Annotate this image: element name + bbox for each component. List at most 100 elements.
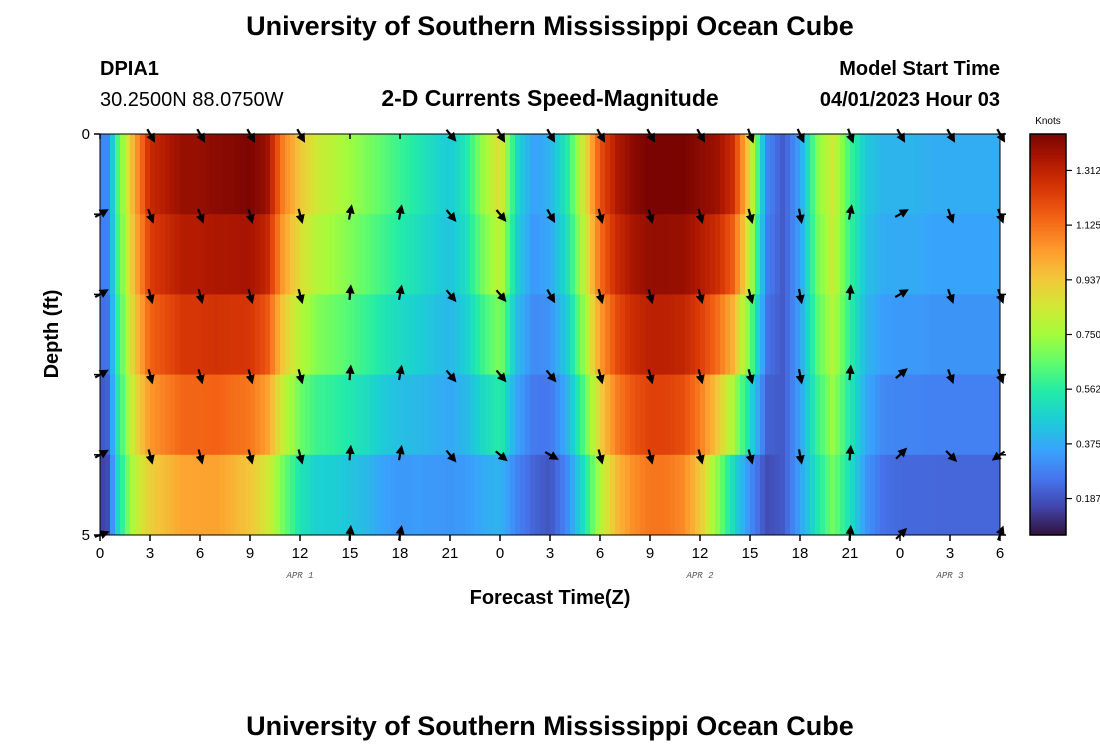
heatmap-cell xyxy=(720,294,726,375)
heatmap-cell xyxy=(665,214,671,295)
heatmap-cell xyxy=(185,454,191,536)
heatmap-cell xyxy=(565,374,571,456)
heatmap-cell xyxy=(745,134,751,215)
heatmap-cell xyxy=(200,134,206,215)
heatmap-cell xyxy=(275,374,281,456)
heatmap-cell xyxy=(770,454,776,536)
heatmap-cell xyxy=(195,214,201,295)
heatmap-cell xyxy=(305,294,311,375)
heatmap-cell xyxy=(475,454,481,536)
heatmap-cell xyxy=(665,294,671,375)
heatmap-cell xyxy=(520,454,526,536)
x-tick-label: 6 xyxy=(196,545,204,562)
heatmap-cell xyxy=(935,454,941,536)
footer-title: University of Southern Mississippi Ocean… xyxy=(246,711,854,741)
heatmap-cell xyxy=(170,214,176,295)
heatmap-cell xyxy=(830,374,836,456)
heatmap-cell xyxy=(460,134,466,215)
heatmap-cell xyxy=(820,374,826,456)
current-vector-arrow xyxy=(845,204,855,220)
heatmap-cell xyxy=(625,294,631,375)
x-tick-label: 6 xyxy=(996,545,1004,562)
heatmap-cell xyxy=(610,134,616,215)
heatmap-cell xyxy=(450,214,456,295)
heatmap-cell xyxy=(430,454,436,536)
heatmap-cell xyxy=(520,134,526,215)
heatmap-cell xyxy=(785,134,791,215)
heatmap-cell xyxy=(270,214,276,295)
current-vector-arrow xyxy=(295,449,305,465)
heatmap-cell xyxy=(375,214,381,295)
x-tick-label: 15 xyxy=(742,545,759,562)
heatmap-cell xyxy=(115,134,121,215)
heatmap-cell xyxy=(700,214,706,295)
heatmap-cell xyxy=(710,214,716,295)
heatmap-cell xyxy=(535,294,541,375)
heatmap-cell xyxy=(680,214,686,295)
heatmap-cell xyxy=(540,134,546,215)
heatmap-cell xyxy=(725,374,731,456)
heatmap-cell xyxy=(440,374,446,456)
heatmap-cell xyxy=(855,374,861,456)
chart-subtitle: 2-D Currents Speed-Magnitude xyxy=(381,85,718,111)
heatmap-cell xyxy=(470,454,476,536)
heatmap-cell xyxy=(170,294,176,375)
heatmap-cell xyxy=(190,294,196,375)
heatmap-cell xyxy=(990,134,996,215)
heatmap-cell xyxy=(875,294,881,375)
heatmap-cell xyxy=(400,454,406,536)
heatmap-cell xyxy=(220,454,226,536)
heatmap-cell xyxy=(130,454,136,536)
heatmap-cell xyxy=(725,294,731,375)
heatmap-cell xyxy=(435,134,441,215)
heatmap-cell xyxy=(490,454,496,536)
heatmap-cell xyxy=(870,134,876,215)
heatmap-cell xyxy=(525,134,531,215)
current-vector-arrow xyxy=(845,284,855,300)
heatmap-cell xyxy=(285,454,291,536)
heatmap-cell xyxy=(110,454,116,536)
heatmap-cell xyxy=(850,374,856,456)
heatmap-cell xyxy=(545,454,551,536)
heatmap-cell xyxy=(690,214,696,295)
heatmap-cell xyxy=(560,294,566,375)
heatmap-cell xyxy=(735,214,741,295)
heatmap-cell xyxy=(315,294,321,375)
heatmap-cell xyxy=(805,374,811,456)
heatmap-cell xyxy=(315,454,321,536)
heatmap-cell xyxy=(125,454,131,536)
heatmap-cell xyxy=(250,134,256,215)
heatmap-cell xyxy=(360,214,366,295)
heatmap-cell xyxy=(495,374,501,456)
heatmap-cell xyxy=(875,374,881,456)
heatmap-cell xyxy=(255,454,261,536)
heatmap-cell xyxy=(905,374,911,456)
heatmap-cell xyxy=(720,454,726,536)
x-tick-label: 18 xyxy=(392,545,409,562)
heatmap-cell xyxy=(500,374,506,456)
x-tick-label: 6 xyxy=(596,545,604,562)
heatmap-cell xyxy=(890,374,896,456)
heatmap-cell xyxy=(375,134,381,215)
heatmap-cell xyxy=(715,454,721,536)
heatmap-cell xyxy=(415,294,421,375)
heatmap-cell xyxy=(880,374,886,456)
heatmap-cell xyxy=(430,214,436,295)
heatmap-cell xyxy=(885,294,891,375)
heatmap-cell xyxy=(795,374,801,456)
heatmap-cell xyxy=(530,454,536,536)
heatmap-cell xyxy=(855,134,861,215)
heatmap-cell xyxy=(870,214,876,295)
x-tick-label: 0 xyxy=(496,545,504,562)
heatmap-cell xyxy=(440,294,446,375)
heatmap-cell xyxy=(865,374,871,456)
heatmap-cell xyxy=(220,374,226,456)
heatmap-cell xyxy=(265,454,271,536)
heatmap-cell xyxy=(355,454,361,536)
heatmap-cell xyxy=(705,294,711,375)
heatmap-cell xyxy=(930,374,936,456)
heatmap-cell xyxy=(115,454,121,536)
heatmap-cell xyxy=(745,454,751,536)
heatmap-cell xyxy=(550,374,556,456)
heatmap-cell xyxy=(485,374,491,456)
